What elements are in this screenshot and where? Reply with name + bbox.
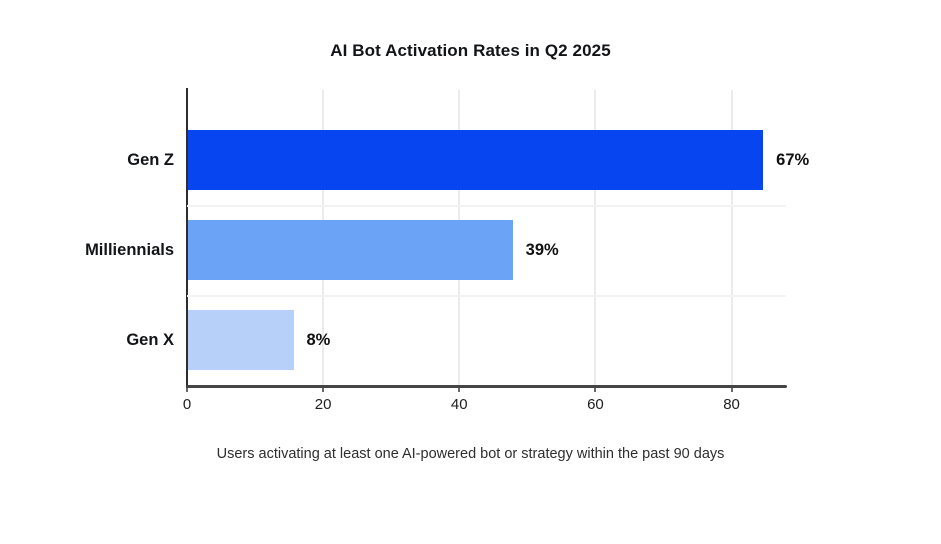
x-tick-label-20: 20 xyxy=(314,396,332,413)
value-label-gen-z: 67% xyxy=(776,150,810,169)
gridline-x-60 xyxy=(594,90,597,385)
chart-caption: Users activating at least one AI-powered… xyxy=(216,446,725,462)
x-tick-label-0: 0 xyxy=(182,396,192,413)
x-axis-line xyxy=(186,385,787,388)
x-tick-label-40: 40 xyxy=(450,396,468,413)
x-tick-label-80: 80 xyxy=(723,396,740,413)
bar-milliennials xyxy=(188,220,513,280)
row-separator-1 xyxy=(187,205,786,207)
gridline-x-80 xyxy=(730,90,733,385)
x-tick-mark-80 xyxy=(730,388,733,392)
x-tick-label-60: 60 xyxy=(587,396,604,413)
category-label-milliennials: Milliennials xyxy=(85,240,174,259)
category-label-gen-x: Gen X xyxy=(126,330,174,349)
x-tick-mark-40 xyxy=(458,388,461,392)
x-tick-mark-20 xyxy=(322,388,325,392)
row-separator-2 xyxy=(187,295,786,297)
y-axis-line xyxy=(186,88,188,388)
chart-title: AI Bot Activation Rates in Q2 2025 xyxy=(330,41,611,60)
x-tick-mark-0 xyxy=(186,388,188,392)
category-label-gen-z: Gen Z xyxy=(127,150,174,169)
bar-gen-x xyxy=(188,310,294,370)
x-tick-mark-60 xyxy=(594,388,597,392)
bar-gen-z xyxy=(188,130,764,190)
value-label-milliennials: 39% xyxy=(525,240,559,259)
value-label-gen-x: 8% xyxy=(306,330,331,349)
